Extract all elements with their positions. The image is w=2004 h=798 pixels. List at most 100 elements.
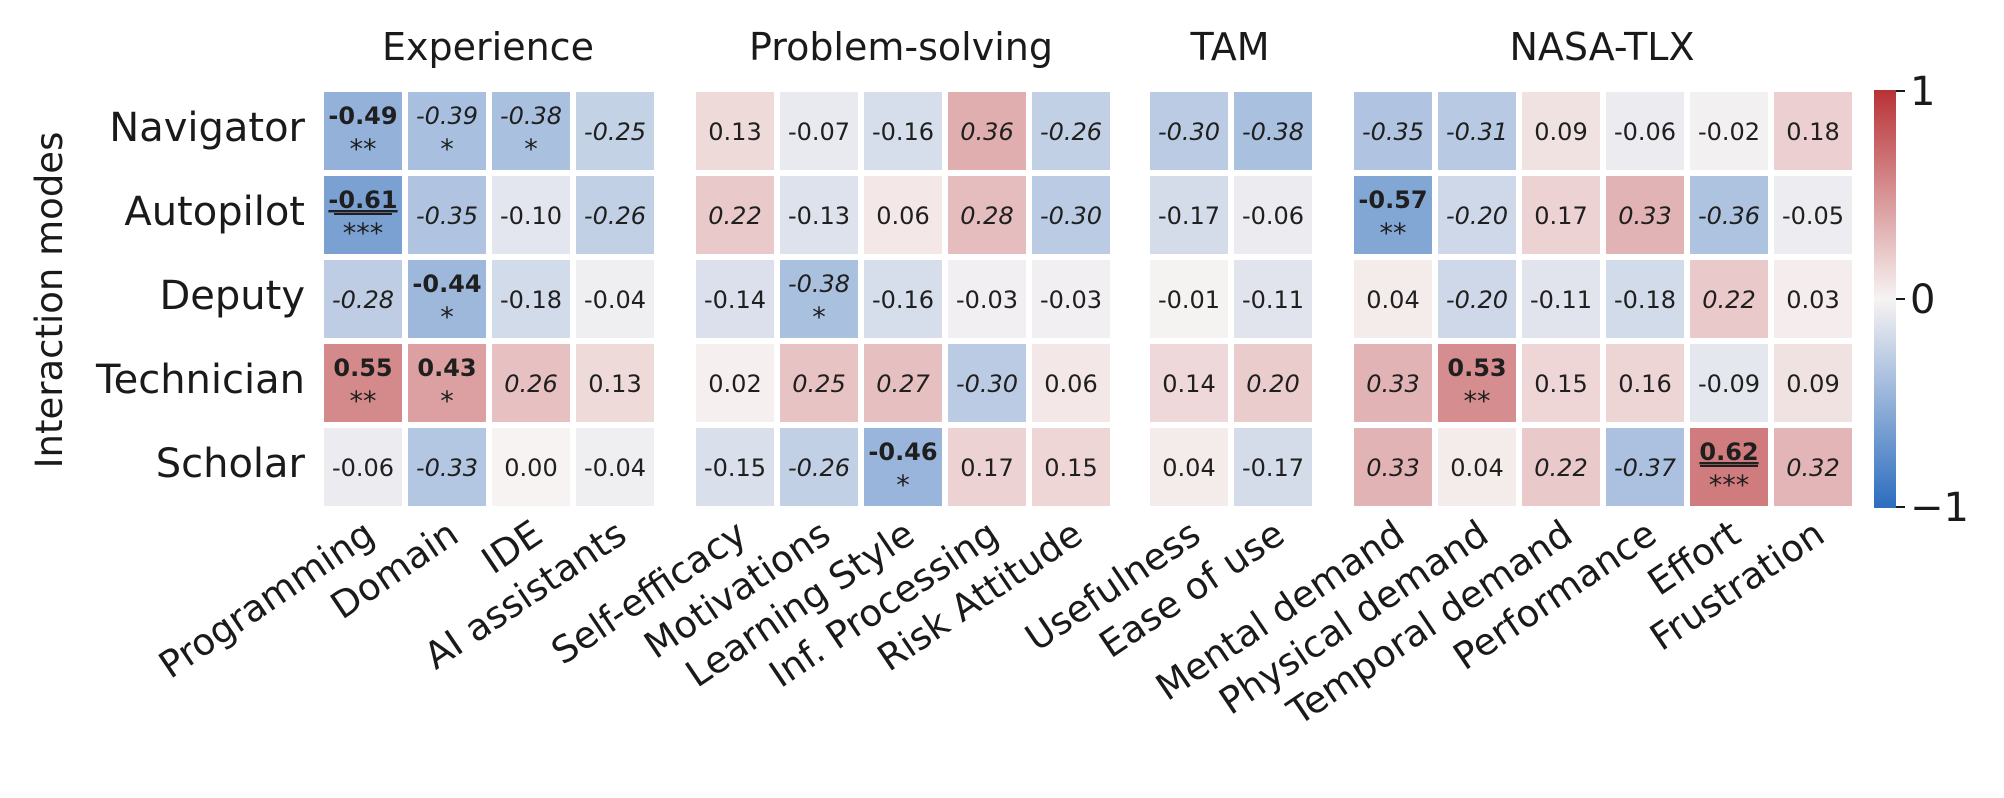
cell-deputy-physical-demand-value: -0.20 — [1446, 286, 1508, 314]
cell-scholar-temporal-demand-value: 0.22 — [1534, 454, 1587, 482]
cell-scholar-performance-fill — [1606, 428, 1684, 506]
cell-autopilot-ease-of-use-fill — [1234, 176, 1312, 254]
cell-autopilot-temporal-demand-value: 0.17 — [1534, 202, 1587, 230]
cell-technician-inf-processing: -0.30 — [948, 344, 1026, 422]
row-label-autopilot: Autopilot — [124, 189, 305, 235]
cell-deputy-motivations-significance: * — [812, 302, 826, 333]
cell-scholar-programming: -0.06 — [324, 428, 402, 506]
cell-autopilot-ai-assistants-value: -0.26 — [584, 202, 646, 230]
cell-technician-physical-demand-fill — [1438, 344, 1516, 422]
cell-scholar-usefulness: 0.04 — [1150, 428, 1228, 506]
cell-navigator-usefulness: -0.30 — [1150, 92, 1228, 170]
cell-navigator-effort-fill — [1690, 92, 1768, 170]
cell-technician-programming-value: 0.55 — [333, 354, 392, 382]
cell-technician-mental-demand-value: 0.33 — [1366, 370, 1419, 398]
cell-scholar-physical-demand-value: 0.04 — [1450, 454, 1503, 482]
cell-navigator-self-efficacy-value: 0.13 — [708, 118, 761, 146]
row-label-technician: Technician — [95, 357, 305, 403]
cell-scholar-frustration-fill — [1774, 428, 1852, 506]
cell-navigator-ide-fill — [492, 92, 570, 170]
cell-scholar-mental-demand: 0.33 — [1354, 428, 1432, 506]
cell-technician-ease-of-use-value: 0.20 — [1246, 370, 1299, 398]
cell-navigator-mental-demand: -0.35 — [1354, 92, 1432, 170]
cell-autopilot-effort-fill — [1690, 176, 1768, 254]
cell-deputy-ease-of-use-fill — [1234, 260, 1312, 338]
cell-autopilot-domain-value: -0.35 — [416, 202, 478, 230]
cell-navigator-ide-significance: * — [524, 134, 538, 165]
cell-navigator-mental-demand-value: -0.35 — [1362, 118, 1424, 146]
cell-deputy-inf-processing-fill — [948, 260, 1026, 338]
cell-deputy-ease-of-use: -0.11 — [1234, 260, 1312, 338]
colorbar-tick-bottom: −1 — [1910, 485, 1969, 531]
cell-autopilot-self-efficacy: 0.22 — [696, 176, 774, 254]
cell-scholar-programming-value: -0.06 — [332, 454, 394, 482]
cell-autopilot-ide-fill — [492, 176, 570, 254]
cell-autopilot-performance: 0.33 — [1606, 176, 1684, 254]
cell-navigator-programming-significance: ** — [350, 134, 377, 165]
cell-autopilot-motivations-fill — [780, 176, 858, 254]
group-title-experience: Experience — [382, 25, 594, 69]
cell-deputy-temporal-demand-fill — [1522, 260, 1600, 338]
cell-autopilot-mental-demand-significance: ** — [1380, 218, 1407, 249]
cell-deputy-usefulness: -0.01 — [1150, 260, 1228, 338]
cell-deputy-learning-style: -0.16 — [864, 260, 942, 338]
cell-deputy-domain-value: -0.44 — [412, 270, 481, 298]
cell-autopilot-usefulness-fill — [1150, 176, 1228, 254]
cell-scholar-ai-assistants-value: -0.04 — [584, 454, 646, 482]
cell-scholar-effort-value: 0.62 — [1699, 438, 1758, 466]
cell-navigator-effort-value: -0.02 — [1698, 118, 1760, 146]
cell-autopilot-ide-value: -0.10 — [500, 202, 562, 230]
cell-navigator-programming-value: -0.49 — [328, 102, 397, 130]
cell-technician-learning-style-fill — [864, 344, 942, 422]
row-label-navigator: Navigator — [109, 105, 305, 151]
cell-deputy-frustration: 0.03 — [1774, 260, 1852, 338]
cell-navigator-usefulness-fill — [1150, 92, 1228, 170]
cell-technician-ease-of-use-fill — [1234, 344, 1312, 422]
cell-technician-learning-style: 0.27 — [864, 344, 942, 422]
cell-autopilot-ide: -0.10 — [492, 176, 570, 254]
cell-technician-self-efficacy: 0.02 — [696, 344, 774, 422]
cell-autopilot-programming-significance: *** — [343, 218, 384, 249]
cell-navigator-risk-attitude: -0.26 — [1032, 92, 1110, 170]
cell-navigator-risk-attitude-fill — [1032, 92, 1110, 170]
cell-navigator-domain-fill — [408, 92, 486, 170]
cell-deputy-learning-style-value: -0.16 — [872, 286, 934, 314]
cell-navigator-ai-assistants-fill — [576, 92, 654, 170]
cell-autopilot-physical-demand: -0.20 — [1438, 176, 1516, 254]
cell-technician-performance-value: 0.16 — [1618, 370, 1671, 398]
cell-technician-ide-fill — [492, 344, 570, 422]
group-title-nasa-tlx: NASA-TLX — [1509, 25, 1694, 69]
cell-navigator-motivations: -0.07 — [780, 92, 858, 170]
cell-deputy-ide-value: -0.18 — [500, 286, 562, 314]
cell-scholar-ease-of-use-fill — [1234, 428, 1312, 506]
cell-technician-physical-demand-significance: ** — [1464, 386, 1491, 417]
cell-navigator-ai-assistants: -0.25 — [576, 92, 654, 170]
cell-scholar-ai-assistants-fill — [576, 428, 654, 506]
cell-deputy-programming-value: -0.28 — [332, 286, 394, 314]
cell-deputy-programming: -0.28 — [324, 260, 402, 338]
cell-deputy-self-efficacy: -0.14 — [696, 260, 774, 338]
cell-autopilot-ease-of-use: -0.06 — [1234, 176, 1312, 254]
cell-deputy-ai-assistants: -0.04 — [576, 260, 654, 338]
cell-deputy-mental-demand: 0.04 — [1354, 260, 1432, 338]
cell-deputy-motivations-value: -0.38 — [788, 270, 850, 298]
cell-deputy-ai-assistants-value: -0.04 — [584, 286, 646, 314]
cell-scholar-domain-value: -0.33 — [416, 454, 478, 482]
cell-scholar-domain: -0.33 — [408, 428, 486, 506]
colorbar-tick-mid: 0 — [1910, 277, 1935, 323]
cell-autopilot-self-efficacy-fill — [696, 176, 774, 254]
cell-technician-mental-demand: 0.33 — [1354, 344, 1432, 422]
cell-deputy-performance-fill — [1606, 260, 1684, 338]
cell-deputy-physical-demand: -0.20 — [1438, 260, 1516, 338]
cell-autopilot-mental-demand-fill — [1354, 176, 1432, 254]
cell-navigator-ai-assistants-value: -0.25 — [584, 118, 646, 146]
cell-technician-ide-value: 0.26 — [504, 370, 557, 398]
cell-navigator-frustration-value: 0.18 — [1786, 118, 1839, 146]
cell-scholar-motivations-fill — [780, 428, 858, 506]
cell-scholar-ai-assistants: -0.04 — [576, 428, 654, 506]
cell-scholar-ease-of-use: -0.17 — [1234, 428, 1312, 506]
cell-scholar-learning-style: -0.46 * — [864, 428, 942, 506]
cell-autopilot-usefulness-value: -0.17 — [1158, 202, 1220, 230]
cell-scholar-learning-style-value: -0.46 — [868, 438, 937, 466]
row-label-deputy: Deputy — [159, 273, 305, 319]
